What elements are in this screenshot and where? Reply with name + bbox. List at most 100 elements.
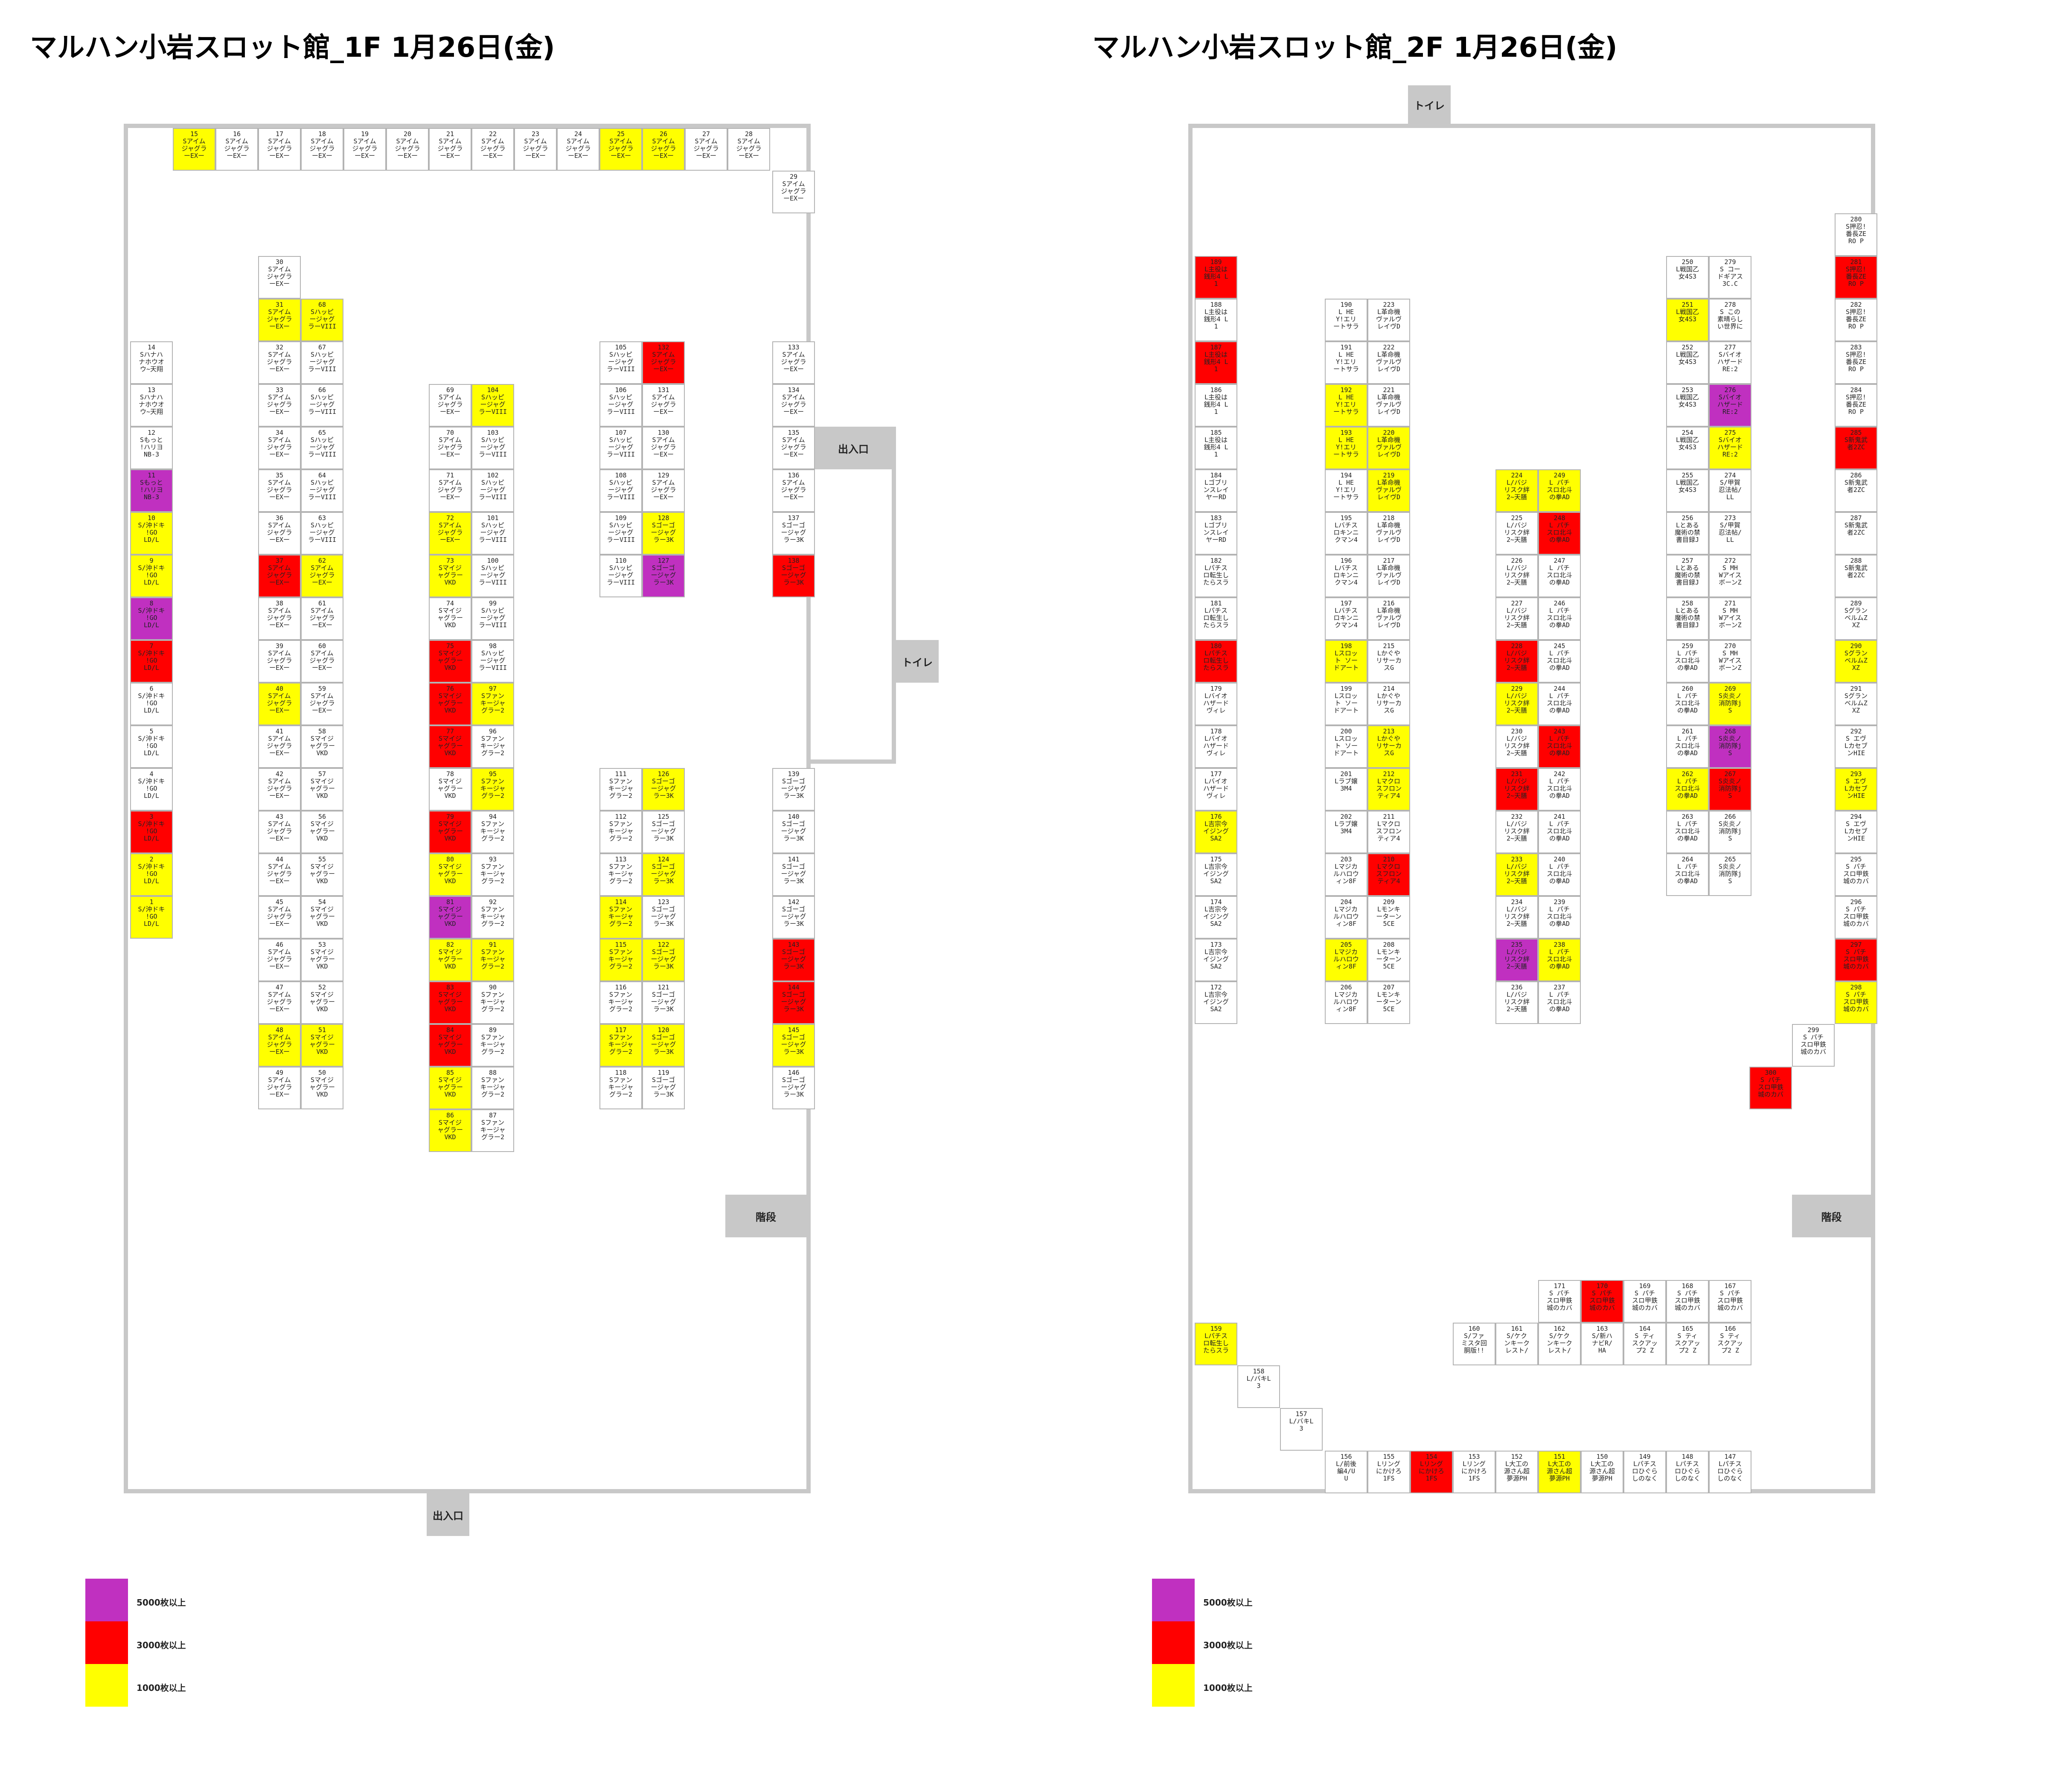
machine-seat[interactable]: 300 S パチ スロ甲鉄 城のカバ (1749, 1067, 1792, 1109)
machine-seat[interactable]: 259 L パチ スロ北斗 の拳AD (1666, 640, 1709, 683)
machine-seat[interactable]: 222 L革命機 ヴァルヴ レイヴD (1367, 341, 1410, 384)
machine-seat[interactable]: 215 Lかぐや リサーカ スG (1367, 640, 1410, 683)
machine-seat[interactable]: 177 Lバイオ ハザード ヴィレ (1195, 768, 1237, 811)
machine-seat[interactable]: 229 L/バジ リスク絆 2~天膳 (1495, 683, 1538, 725)
machine-seat[interactable]: 263 L パチ スロ北斗 の拳AD (1666, 811, 1709, 853)
machine-seat[interactable]: 287 S新鬼武 者2ZC (1835, 512, 1877, 555)
machine-seat[interactable]: 8 S/沖ドキ !GO LD/L (130, 597, 173, 640)
machine-seat[interactable]: 258 Lとある 魔術の禁 書目録J (1666, 597, 1709, 640)
machine-seat[interactable]: 261 L パチ スロ北斗 の拳AD (1666, 725, 1709, 768)
machine-seat[interactable]: 296 S パチ スロ甲鉄 城のカバ (1835, 896, 1877, 939)
machine-seat[interactable]: 88 Sファン キージャ グラー2 (471, 1067, 514, 1109)
machine-seat[interactable]: 170 S パチ スロ甲鉄 城のカバ (1581, 1280, 1623, 1323)
machine-seat[interactable]: 20 Sアイム ジャグラ ーEXー (386, 128, 429, 171)
machine-seat[interactable]: 54 Sマイジ ャグラー VKD (301, 896, 343, 939)
machine-seat[interactable]: 211 Lマクロ スフロン ティア4 (1367, 811, 1410, 853)
machine-seat[interactable]: 152 L大工の 源さん超 夢源PH (1495, 1451, 1538, 1493)
machine-seat[interactable]: 125 Sゴーゴ ージャグ ラー3K (642, 811, 685, 853)
machine-seat[interactable]: 52 Sマイジ ャグラー VKD (301, 981, 343, 1024)
machine-seat[interactable]: 185 L主役は 銭形4 L 1 (1195, 427, 1237, 469)
machine-seat[interactable]: 105 Sハッピ ージャグ ラーVIII (599, 341, 642, 384)
machine-seat[interactable]: 276 Sバイオ ハザード RE:2 (1709, 384, 1751, 427)
machine-seat[interactable]: 270 S MH Wアイス ボーンZ (1709, 640, 1751, 683)
machine-seat[interactable]: 114 Sファン キージャ グラー2 (599, 896, 642, 939)
machine-seat[interactable]: 251 L戦国乙 女4S3 (1666, 299, 1709, 341)
machine-seat[interactable]: 123 Sゴーゴ ージャグ ラー3K (642, 896, 685, 939)
machine-seat[interactable]: 95 Sファン キージャ グラー2 (471, 768, 514, 811)
machine-seat[interactable]: 82 Sマイジ ャグラー VKD (429, 939, 471, 981)
machine-seat[interactable]: 230 L/バジ リスク絆 2~天膳 (1495, 725, 1538, 768)
machine-seat[interactable]: 267 S炎炎ノ 消防隊j S (1709, 768, 1751, 811)
machine-seat[interactable]: 136 Sアイム ジャグラ ーEXー (772, 469, 815, 512)
machine-seat[interactable]: 65 Sハッピ ージャグ ラーVIII (301, 427, 343, 469)
machine-seat[interactable]: 291 Sグラン ベルムZ XZ (1835, 683, 1877, 725)
machine-seat[interactable]: 212 Lマクロ スフロン ティア4 (1367, 768, 1410, 811)
machine-seat[interactable]: 103 Sハッピ ージャグ ラーVIII (471, 427, 514, 469)
machine-seat[interactable]: 237 L パチ スロ北斗 の拳AD (1538, 981, 1581, 1024)
machine-seat[interactable]: 223 L革命機 ヴァルヴ レイヴD (1367, 299, 1410, 341)
machine-seat[interactable]: 239 L パチ スロ北斗 の拳AD (1538, 896, 1581, 939)
machine-seat[interactable]: 21 Sアイム ジャグラ ーEXー (429, 128, 471, 171)
machine-seat[interactable]: 106 Sハッピ ージャグ ラーVIII (599, 384, 642, 427)
machine-seat[interactable]: 101 Sハッピ ージャグ ラーVIII (471, 512, 514, 555)
machine-seat[interactable]: 249 L パチ スロ北斗 の拳AD (1538, 469, 1581, 512)
machine-seat[interactable]: 6 S/沖ドキ !GO LD/L (130, 683, 173, 725)
machine-seat[interactable]: 169 S パチ スロ甲鉄 城のカバ (1623, 1280, 1666, 1323)
machine-seat[interactable]: 110 Sハッピ ージャグ ラーVIII (599, 555, 642, 597)
machine-seat[interactable]: 23 Sアイム ジャグラ ーEXー (514, 128, 557, 171)
machine-seat[interactable]: 7 S/沖ドキ !GO LD/L (130, 640, 173, 683)
machine-seat[interactable]: 97 Sファン キージャ グラー2 (471, 683, 514, 725)
machine-seat[interactable]: 132 Sアイム ジャグラ ーEXー (642, 341, 685, 384)
machine-seat[interactable]: 153 Lリング にかけろ 1FS (1453, 1451, 1495, 1493)
machine-seat[interactable]: 43 Sアイム ジャグラ ーEXー (258, 811, 301, 853)
machine-seat[interactable]: 147 Lパチス ロひぐら しのなく (1709, 1451, 1751, 1493)
machine-seat[interactable]: 102 Sハッピ ージャグ ラーVIII (471, 469, 514, 512)
machine-seat[interactable]: 220 L革命機 ヴァルヴ レイヴD (1367, 427, 1410, 469)
machine-seat[interactable]: 154 Lリング にかけろ 1FS (1410, 1451, 1453, 1493)
machine-seat[interactable]: 5 S/沖ドキ !GO LD/L (130, 725, 173, 768)
machine-seat[interactable]: 157 L/バキL 3 (1280, 1408, 1323, 1451)
machine-seat[interactable]: 80 Sマイジ ャグラー VKD (429, 853, 471, 896)
machine-seat[interactable]: 55 Sマイジ ャグラー VKD (301, 853, 343, 896)
machine-seat[interactable]: 289 Sグラン ベルムZ XZ (1835, 597, 1877, 640)
machine-seat[interactable]: 139 Sゴーゴ ージャグ ラー3K (772, 768, 815, 811)
machine-seat[interactable]: 113 Sファン キージャ グラー2 (599, 853, 642, 896)
machine-seat[interactable]: 286 S新鬼武 者2ZC (1835, 469, 1877, 512)
machine-seat[interactable]: 4 S/沖ドキ !GO LD/L (130, 768, 173, 811)
machine-seat[interactable]: 209 Lモンキ ーターン 5CE (1367, 896, 1410, 939)
machine-seat[interactable]: 39 Sアイム ジャグラ ーEXー (258, 640, 301, 683)
machine-seat[interactable]: 255 L戦国乙 女4S3 (1666, 469, 1709, 512)
machine-seat[interactable]: 119 Sゴーゴ ージャグ ラー3K (642, 1067, 685, 1109)
machine-seat[interactable]: 250 L戦国乙 女4S3 (1666, 256, 1709, 299)
machine-seat[interactable]: 293 S エヴ Lカセブ ンHIE (1835, 768, 1877, 811)
machine-seat[interactable]: 91 Sファン キージャ グラー2 (471, 939, 514, 981)
machine-seat[interactable]: 188 L主役は 銭形4 L 1 (1195, 299, 1237, 341)
machine-seat[interactable]: 143 Sゴーゴ ージャグ ラー3K (772, 939, 815, 981)
machine-seat[interactable]: 221 L革命機 ヴァルヴ レイヴD (1367, 384, 1410, 427)
machine-seat[interactable]: 34 Sアイム ジャグラ ーEXー (258, 427, 301, 469)
machine-seat[interactable]: 112 Sファン キージャ グラー2 (599, 811, 642, 853)
machine-seat[interactable]: 46 Sアイム ジャグラ ーEXー (258, 939, 301, 981)
machine-seat[interactable]: 271 S MH Wアイス ボーンZ (1709, 597, 1751, 640)
machine-seat[interactable]: 75 Sマイジ ャグラー VKD (429, 640, 471, 683)
machine-seat[interactable]: 204 Lマジカ ルハロウ ィン8F (1325, 896, 1367, 939)
machine-seat[interactable]: 40 Sアイム ジャグラ ーEXー (258, 683, 301, 725)
machine-seat[interactable]: 31 Sアイム ジャグラ ーEXー (258, 299, 301, 341)
machine-seat[interactable]: 277 Sバイオ ハザード RE:2 (1709, 341, 1751, 384)
machine-seat[interactable]: 210 Lマクロ スフロン ティア4 (1367, 853, 1410, 896)
machine-seat[interactable]: 19 Sアイム ジャグラ ーEXー (343, 128, 386, 171)
machine-seat[interactable]: 56 Sマイジ ャグラー VKD (301, 811, 343, 853)
machine-seat[interactable]: 281 S押忍! 番長ZE RO P (1835, 256, 1877, 299)
machine-seat[interactable]: 148 Lパチス ロひぐら しのなく (1666, 1451, 1709, 1493)
machine-seat[interactable]: 268 S炎炎ノ 消防隊j S (1709, 725, 1751, 768)
machine-seat[interactable]: 184 Lゴブリ ンスレイ ヤーRD (1195, 469, 1237, 512)
machine-seat[interactable]: 104 Sハッピ ージャグ ラーVIII (471, 384, 514, 427)
machine-seat[interactable]: 94 Sファン キージャ グラー2 (471, 811, 514, 853)
machine-seat[interactable]: 264 L パチ スロ北斗 の拳AD (1666, 853, 1709, 896)
machine-seat[interactable]: 279 S コー ドギアス 3C.C (1709, 256, 1751, 299)
machine-seat[interactable]: 247 L パチ スロ北斗 の拳AD (1538, 555, 1581, 597)
machine-seat[interactable]: 49 Sアイム ジャグラ ーEXー (258, 1067, 301, 1109)
machine-seat[interactable]: 10 S/沖ドキ !GO LD/L (130, 512, 173, 555)
machine-seat[interactable]: 138 Sゴーゴ ージャグ ラー3K (772, 555, 815, 597)
machine-seat[interactable]: 38 Sアイム ジャグラ ーEXー (258, 597, 301, 640)
